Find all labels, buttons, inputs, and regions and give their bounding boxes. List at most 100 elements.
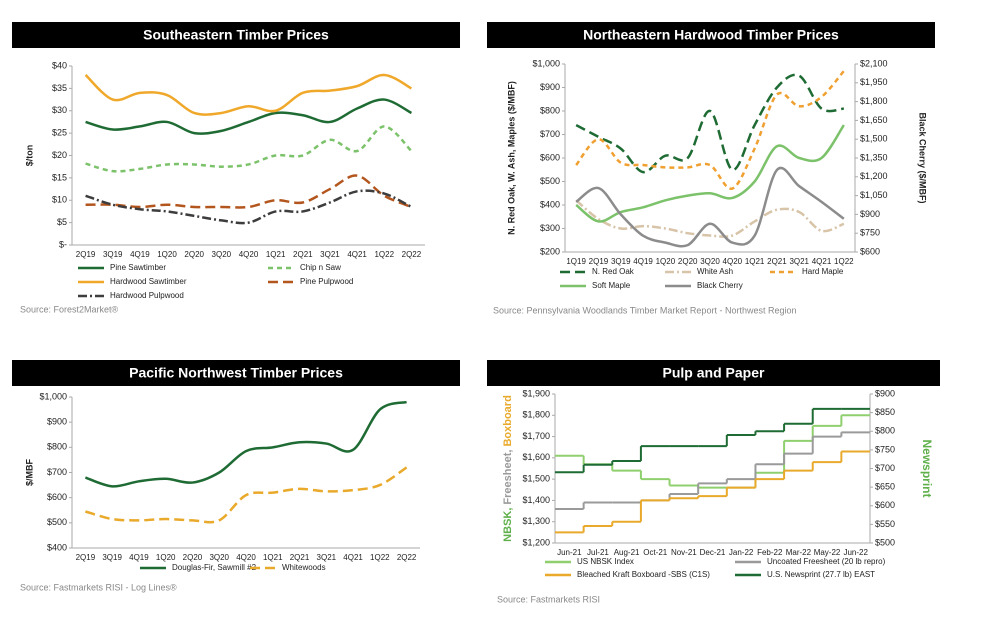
series-line [575, 124, 845, 223]
series-line [575, 73, 844, 174]
y-axis-title: $/ton [24, 145, 34, 167]
y-tick-label: $600 [540, 152, 560, 162]
x-tick-label: Dec-21 [700, 548, 726, 557]
x-tick-label: 3Q20 [212, 250, 232, 259]
series-line [84, 73, 413, 116]
x-tick-label: 3Q21 [789, 257, 809, 266]
x-tick-label: 4Q19 [130, 250, 150, 259]
x-tick-label: 1Q22 [370, 553, 390, 562]
legend-label: Pine Sawtimber [110, 263, 166, 272]
x-tick-label: Mar-22 [786, 548, 812, 557]
x-tick-label: Jan-22 [729, 548, 754, 557]
x-tick-label: 3Q19 [102, 553, 122, 562]
chart-title: Northeastern Hardwood Timber Prices [583, 27, 839, 43]
y2-tick-label: $800 [875, 426, 895, 436]
y-tick-label: $800 [47, 442, 67, 452]
x-tick-label: 4Q19 [633, 257, 653, 266]
series-line [85, 98, 413, 135]
legend-label: US NBSK Index [577, 557, 634, 566]
y2-tick-label: $650 [875, 482, 895, 492]
y2-tick-label: $1,650 [860, 115, 888, 125]
y-tick-label: $25 [52, 128, 67, 138]
y-tick-label: $200 [540, 246, 560, 256]
y2-tick-label: $1,200 [860, 171, 888, 181]
header-bar [487, 360, 940, 386]
y-tick-label: $700 [540, 129, 560, 139]
header-bar [12, 22, 460, 48]
y2-tick-label: $550 [875, 519, 895, 529]
series-line [85, 466, 408, 524]
y-tick-label: $10 [52, 195, 67, 205]
y-axis-title-part: NBSK, [502, 508, 514, 542]
x-tick-label: 2Q22 [402, 250, 422, 259]
y2-axis-title: Newsprint [920, 439, 934, 497]
y-tick-label: $30 [52, 105, 67, 115]
x-tick-label: 1Q20 [157, 250, 177, 259]
legend-label: Pine Pulpwood [300, 277, 353, 286]
y-tick-label: $40 [52, 60, 67, 70]
y2-tick-label: $1,350 [860, 152, 888, 162]
y-axis-title: N. Red Oak, W. Ash, Maples ($/MBF) [506, 81, 516, 235]
y-tick-label: $1,300 [522, 516, 550, 526]
legend-label: Soft Maple [592, 281, 631, 290]
y2-tick-label: $1,800 [860, 96, 888, 106]
y2-tick-label: $700 [875, 463, 895, 473]
y2-tick-label: $600 [875, 500, 895, 510]
series-line [84, 400, 407, 488]
x-tick-label: 1Q20 [156, 553, 176, 562]
y2-tick-label: $2,100 [860, 58, 888, 68]
x-tick-label: 2Q22 [397, 553, 417, 562]
header-bar [487, 22, 935, 48]
x-tick-label: 4Q21 [812, 257, 832, 266]
x-tick-label: 1Q21 [263, 553, 283, 562]
y-tick-label: $1,400 [522, 495, 550, 505]
x-tick-label: 3Q20 [209, 553, 229, 562]
legend-label: Uncoated Freesheet (20 lb repro) [767, 557, 886, 566]
y2-axis-title: Black Cherry ($/MBF) [918, 112, 928, 203]
y-tick-label: $900 [47, 417, 67, 427]
x-tick-label: Feb-22 [757, 548, 783, 557]
x-tick-label: 2Q21 [290, 553, 310, 562]
x-tick-label: 2Q20 [183, 553, 203, 562]
x-tick-label: 2Q19 [76, 553, 96, 562]
legend-label: Hard Maple [802, 267, 844, 276]
x-tick-label: 1Q21 [745, 257, 765, 266]
y-tick-label: $20 [52, 150, 67, 160]
x-tick-label: 4Q20 [239, 250, 259, 259]
y2-tick-label: $1,950 [860, 77, 888, 87]
y-tick-label: $900 [540, 82, 560, 92]
y-tick-label: $1,700 [522, 431, 550, 441]
y2-tick-label: $750 [860, 228, 880, 238]
x-tick-label: 3Q19 [611, 257, 631, 266]
x-tick-label: 2Q20 [184, 250, 204, 259]
x-tick-label: Oct-21 [643, 548, 668, 557]
y-tick-label: $1,900 [522, 388, 550, 398]
y-tick-label: $35 [52, 83, 67, 93]
series-line [85, 174, 412, 209]
y2-tick-label: $1,500 [860, 134, 888, 144]
x-tick-label: 2Q21 [767, 257, 787, 266]
x-tick-label: 1Q22 [834, 257, 854, 266]
y-tick-label: $800 [540, 105, 560, 115]
x-tick-label: 4Q20 [236, 553, 256, 562]
y-tick-label: $1,800 [522, 410, 550, 420]
x-tick-label: 1Q20 [656, 257, 676, 266]
y-tick-label: $- [59, 239, 67, 249]
y-tick-label: $15 [52, 172, 67, 182]
y-tick-label: $300 [540, 223, 560, 233]
x-tick-label: 4Q21 [343, 553, 363, 562]
legend-label: White Ash [697, 267, 733, 276]
x-tick-label: May-22 [814, 548, 841, 557]
x-tick-label: 4Q20 [723, 257, 743, 266]
x-tick-label: 4Q21 [347, 250, 367, 259]
x-tick-label: 3Q21 [317, 553, 337, 562]
y-axis-title-part: Freesheet, [502, 450, 514, 505]
y-tick-label: $1,000 [532, 58, 560, 68]
y-tick-label: $1,200 [522, 537, 550, 547]
y2-tick-label: $750 [875, 444, 895, 454]
series-line [85, 125, 413, 173]
y2-tick-label: $900 [860, 209, 880, 219]
y-tick-label: $1,500 [522, 474, 550, 484]
source-note: Source: Pennsylvania Woodlands Timber Ma… [493, 305, 796, 315]
